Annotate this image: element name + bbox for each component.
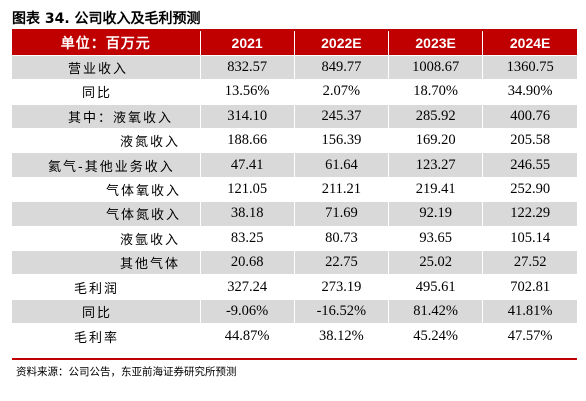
table-row: 气体氧收入 121.05 211.21 219.41 252.90 [12,177,577,202]
table-row: 气体氮收入 38.18 71.69 92.19 122.29 [12,201,577,227]
table-cell: 849.77 [293,55,389,80]
table-cell: 1360.75 [482,55,577,80]
table-cell: 205.58 [482,128,577,153]
table-cell: 83.25 [199,226,295,251]
table-cell: 93.65 [387,226,483,251]
table-cell: 92.19 [387,201,483,227]
row-label: 同比 [12,299,200,324]
footer-divider [12,358,577,360]
source-note: 资料来源：公司公告，东亚前海证券研究所预测 [16,366,237,378]
header-unit: 单位：百万元 [12,31,200,56]
table-cell: 38.18 [199,201,295,227]
table-cell: 25.02 [387,250,483,275]
table-cell: 169.20 [387,128,483,153]
table-cell: 81.42% [387,299,483,324]
row-label: 液氩收入 [120,232,181,248]
header-2021: 2021 [199,31,295,56]
table-row: 其他气体 20.68 22.75 25.02 27.52 [12,250,577,275]
table-cell: 20.68 [199,250,295,275]
forecast-table: 单位：百万元 2021 2022E 2023E 2024E 营业收入 832.5… [12,31,577,349]
table-row: 液氩收入 83.25 80.73 93.65 105.14 [12,226,577,251]
table-cell: 156.39 [293,128,389,153]
table-cell: 41.81% [482,299,577,324]
table-title: 图表 34. 公司收入及毛利预测 [12,11,201,27]
table-cell: 38.12% [293,323,389,349]
table-row: 毛利率 44.87% 38.12% 45.24% 47.57% [12,323,577,349]
table-cell: 246.55 [482,152,577,178]
table-header-row: 单位：百万元 2021 2022E 2023E 2024E [12,31,577,56]
table-cell: 80.73 [293,226,389,251]
table-cell: 121.05 [199,177,295,202]
table-cell: 105.14 [482,226,577,251]
table-cell: 34.90% [482,79,577,105]
table-cell: 45.24% [387,323,483,349]
table-cell: 219.41 [387,177,483,202]
header-2023e: 2023E [387,31,483,56]
row-label: 气体氮收入 [12,201,200,227]
table-row: 毛利润 327.24 273.19 495.61 702.81 [12,274,577,300]
table-row: 液氮收入 188.66 156.39 169.20 205.58 [12,128,577,153]
table-cell: 18.70% [387,79,483,105]
row-label: 毛利率 [74,330,120,346]
table-cell: 13.56% [199,79,295,105]
row-label: 营业收入 [12,55,200,80]
row-label: 毛利润 [74,281,120,297]
row-label: 其中：液氧收入 [12,104,200,129]
table-cell: 1008.67 [387,55,483,80]
table-cell: 285.92 [387,104,483,129]
table-cell: 327.24 [199,274,295,300]
table-row: 同比 13.56% 2.07% 18.70% 34.90% [12,79,577,105]
table-cell: -9.06% [199,299,295,324]
table-row: 氦气-其他业务收入 47.41 61.64 123.27 246.55 [12,152,577,178]
table-cell: 2.07% [293,79,389,105]
header-2022e: 2022E [293,31,389,56]
row-label: 同比 [82,86,113,102]
row-label: 其他气体 [12,250,200,275]
table-cell: 314.10 [199,104,295,129]
table-cell: 22.75 [293,250,389,275]
table-cell: 400.76 [482,104,577,129]
header-2024e: 2024E [482,31,577,56]
table-cell: 832.57 [199,55,295,80]
table-cell: 495.61 [387,274,483,300]
table-cell: 702.81 [482,274,577,300]
table-cell: 211.21 [293,177,389,202]
title-divider [12,29,577,31]
table-cell: 44.87% [199,323,295,349]
table-cell: 27.52 [482,250,577,275]
table-cell: 123.27 [387,152,483,178]
table-cell: 273.19 [293,274,389,300]
table-cell: 71.69 [293,201,389,227]
row-label: 气体氧收入 [106,184,182,200]
table-row: 营业收入 832.57 849.77 1008.67 1360.75 [12,55,577,80]
table-cell: 47.41 [199,152,295,178]
table-row: 同比 -9.06% -16.52% 81.42% 41.81% [12,299,577,324]
table-cell: -16.52% [293,299,389,324]
table-cell: 245.37 [293,104,389,129]
row-label: 液氮收入 [120,135,181,151]
table-cell: 122.29 [482,201,577,227]
row-label: 氦气-其他业务收入 [12,152,200,178]
table-cell: 61.64 [293,152,389,178]
table-cell: 188.66 [199,128,295,153]
table-cell: 47.57% [482,323,577,349]
table-row: 其中：液氧收入 314.10 245.37 285.92 400.76 [12,104,577,129]
table-cell: 252.90 [482,177,577,202]
